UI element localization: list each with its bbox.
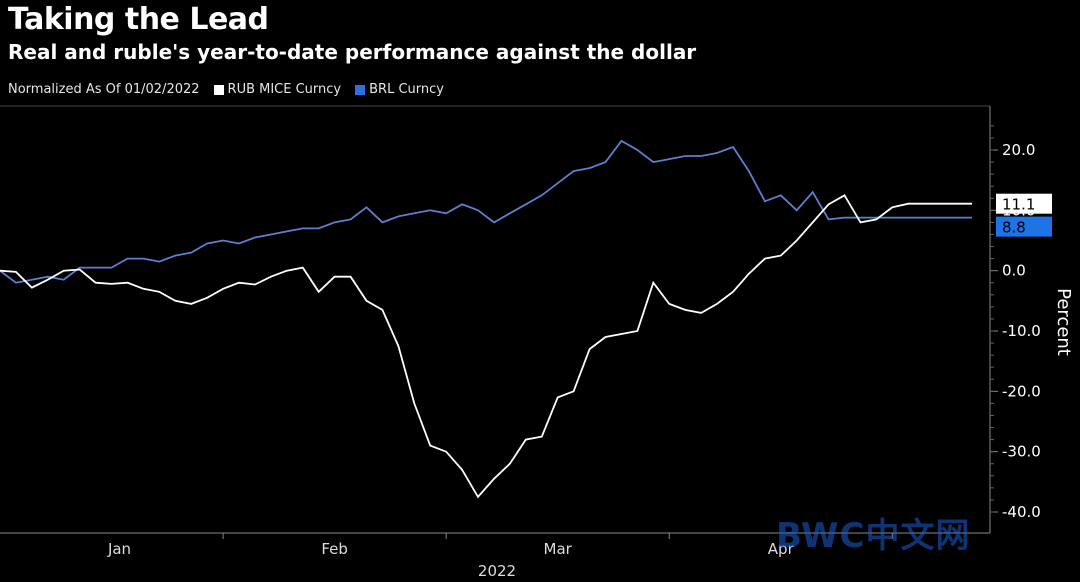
last-value-tag-brl <box>996 216 1052 237</box>
last-value-tag-rub <box>996 193 1052 214</box>
x-axis-year-label: 2022 <box>478 562 516 580</box>
x-tick-label: Feb <box>321 540 348 558</box>
y-axis-label: Percent <box>1053 288 1074 356</box>
last-value-label-brl: 8.8 <box>1002 219 1026 237</box>
last-value-tags: 8.8 11.1 <box>996 193 1052 237</box>
legend-label-rub: RUB MICE Curncy <box>227 82 342 97</box>
series-line-rub <box>0 194 972 499</box>
x-tick-label: Mar <box>544 540 573 558</box>
x-axis-ticks: Jan Feb Mar Apr <box>107 533 893 558</box>
legend-label-brl: BRL Curncy <box>369 82 444 97</box>
y-tick-label: 0.0 <box>1002 262 1026 280</box>
series-line-brl <box>0 139 972 284</box>
legend-normalized-label: Normalized As Of 01/02/2022 <box>8 82 200 97</box>
legend-swatch-brl <box>355 84 366 95</box>
y-tick-label: 20.0 <box>1002 141 1035 159</box>
y-tick-label: -10.0 <box>1002 322 1041 340</box>
legend: Normalized As Of 01/02/2022 RUB MICE Cur… <box>8 82 444 97</box>
x-tick-label: Jan <box>107 540 131 558</box>
chart-subtitle: Real and ruble's year-to-date performanc… <box>8 40 697 64</box>
chart-title: Taking the Lead <box>8 2 269 37</box>
legend-item-brl: BRL Curncy <box>355 82 444 97</box>
legend-item-rub: RUB MICE Curncy <box>213 82 342 97</box>
last-value-label-rub: 11.1 <box>1002 196 1035 214</box>
watermark: BWC中文网 <box>776 516 971 556</box>
y-tick-label: -40.0 <box>1002 503 1041 521</box>
y-tick-label: -20.0 <box>1002 382 1041 400</box>
x-tick-label: Apr <box>768 540 795 558</box>
y-tick-label: -30.0 <box>1002 443 1041 461</box>
y-axis-ticks: 20.010.00.0-10.0-20.0-30.0-40.0 <box>990 125 1041 521</box>
legend-swatch-rub <box>213 84 224 95</box>
